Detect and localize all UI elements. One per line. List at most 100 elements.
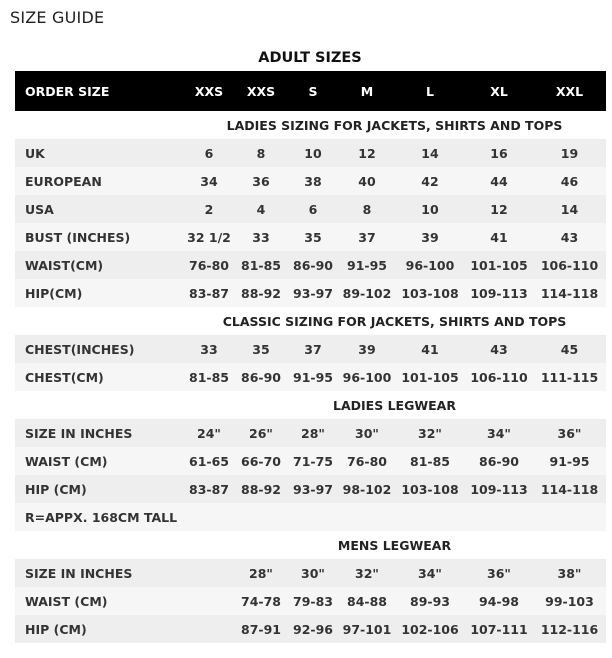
table-row: WAIST (CM) 61-65 66-70 71-75 76-80 81-85 86-90…: [15, 447, 606, 475]
table-row: BUST (INCHES) 32 1/2 33 35 37 39 41 43: [15, 223, 606, 251]
size-header: XXS: [183, 71, 235, 111]
table-cell: 44: [465, 167, 533, 195]
table-cell: 43: [533, 223, 606, 251]
table-cell: 92-96: [287, 615, 339, 643]
table-cell: 45: [533, 335, 606, 363]
table-cell: 6: [287, 195, 339, 223]
section-header-row: CLASSIC SIZING FOR JACKETS, SHIRTS AND T…: [15, 307, 606, 335]
row-label: CHEST(INCHES): [15, 335, 183, 363]
table-cell: 106-110: [465, 363, 533, 391]
table-cell: 114-118: [533, 279, 606, 307]
section-spacer: [15, 307, 183, 335]
table-cell: [183, 559, 235, 587]
table-cell: 91-95: [287, 363, 339, 391]
table-cell: 86-90: [465, 447, 533, 475]
table-cell: 76-80: [183, 251, 235, 279]
table-cell: 86-90: [235, 363, 287, 391]
table-cell: 33: [183, 335, 235, 363]
table-cell: 79-83: [287, 587, 339, 615]
size-header: XL: [465, 71, 533, 111]
table-cell: 30": [287, 559, 339, 587]
table-cell: 6: [183, 139, 235, 167]
table-cell: 101-105: [465, 251, 533, 279]
size-header: XXL: [533, 71, 606, 111]
table-cell: 37: [287, 335, 339, 363]
table-cell: 76-80: [339, 447, 395, 475]
table-cell: 36: [235, 167, 287, 195]
table-cell: 34": [465, 419, 533, 447]
table-cell: 112-116: [533, 615, 606, 643]
table-cell: 41: [395, 335, 465, 363]
table-cell: 71-75: [287, 447, 339, 475]
table-cell: 40: [339, 167, 395, 195]
table-cell: 88-92: [235, 279, 287, 307]
table-cell: 38: [287, 167, 339, 195]
section-title: CLASSIC SIZING FOR JACKETS, SHIRTS AND T…: [183, 307, 606, 335]
size-header: M: [339, 71, 395, 111]
section-header-row: LADIES LEGWEAR: [15, 391, 606, 419]
table-cell: 41: [465, 223, 533, 251]
table-cell: 107-111: [465, 615, 533, 643]
row-label: WAIST (CM): [15, 447, 183, 475]
table-cell: 103-108: [395, 475, 465, 503]
section-spacer: [15, 531, 183, 559]
table-row: HIP (CM) 83-87 88-92 93-97 98-102 103-108 109-…: [15, 475, 606, 503]
size-guide-table: ORDER SIZE XXS XXS S M L XL XXL LADIES SIZING FO…: [15, 71, 606, 643]
row-label: HIP (CM): [15, 615, 183, 643]
table-cell: 98-102: [339, 475, 395, 503]
section-header-row: MENS LEGWEAR: [15, 531, 606, 559]
table-row: HIP(CM) 83-87 88-92 93-97 89-102 103-108 109-1…: [15, 279, 606, 307]
row-label: HIP (CM): [15, 475, 183, 503]
table-cell: 81-85: [235, 251, 287, 279]
table-cell: 83-87: [183, 279, 235, 307]
row-label: UK: [15, 139, 183, 167]
table-cell: 34: [183, 167, 235, 195]
note-row: R=APPX. 168CM TALL: [15, 503, 606, 531]
table-cell: 61-65: [183, 447, 235, 475]
table-cell: 46: [533, 167, 606, 195]
row-label: USA: [15, 195, 183, 223]
table-cell: 84-88: [339, 587, 395, 615]
table-row: EUROPEAN 34 36 38 40 42 44 46: [15, 167, 606, 195]
table-row: SIZE IN INCHES 28" 30" 32" 34" 36" 38": [15, 559, 606, 587]
table-cell: 86-90: [287, 251, 339, 279]
table-cell: 74-78: [235, 587, 287, 615]
table-cell: 24": [183, 419, 235, 447]
table-cell: 96-100: [339, 363, 395, 391]
table-row: CHEST(CM) 81-85 86-90 91-95 96-100 101-105 106…: [15, 363, 606, 391]
table-cell: 8: [339, 195, 395, 223]
table-cell: 36": [465, 559, 533, 587]
table-cell: 88-92: [235, 475, 287, 503]
page-title: SIZE GUIDE: [10, 8, 105, 27]
row-label: WAIST(CM): [15, 251, 183, 279]
header-row: ORDER SIZE XXS XXS S M L XL XXL: [15, 71, 606, 111]
table-cell: 38": [533, 559, 606, 587]
table-cell: 109-113: [465, 279, 533, 307]
table-cell: 12: [339, 139, 395, 167]
table-cell: 35: [235, 335, 287, 363]
table-cell: 111-115: [533, 363, 606, 391]
table-cell: 43: [465, 335, 533, 363]
table-cell: 93-97: [287, 475, 339, 503]
table-cell: 81-85: [183, 363, 235, 391]
section-title: MENS LEGWEAR: [183, 531, 606, 559]
table-cell: 33: [235, 223, 287, 251]
table-cell: 32": [339, 559, 395, 587]
table-cell: 2: [183, 195, 235, 223]
size-header: S: [287, 71, 339, 111]
table-cell: [183, 615, 235, 643]
table-cell: 19: [533, 139, 606, 167]
table-cell: 39: [395, 223, 465, 251]
table-row: SIZE IN INCHES 24" 26" 28" 30" 32" 34" 36": [15, 419, 606, 447]
section-spacer: [15, 391, 183, 419]
table-cell: 32 1/2: [183, 223, 235, 251]
table-cell: 96-100: [395, 251, 465, 279]
table-cell: 32": [395, 419, 465, 447]
table-cell: 28": [235, 559, 287, 587]
table-cell: 81-85: [395, 447, 465, 475]
table-cell: 97-101: [339, 615, 395, 643]
table-cell: 89-102: [339, 279, 395, 307]
table-cell: 26": [235, 419, 287, 447]
row-label: HIP(CM): [15, 279, 183, 307]
table-cell: [183, 587, 235, 615]
